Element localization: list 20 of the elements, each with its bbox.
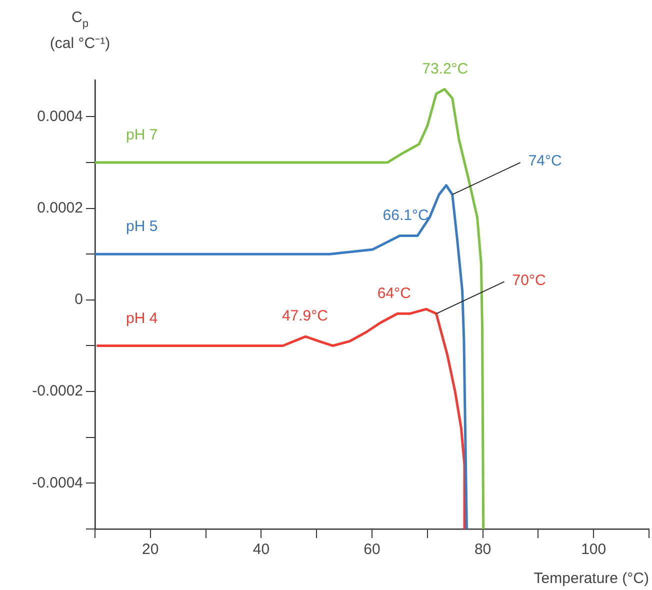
annotation: 64°C (377, 284, 412, 302)
x-tick-label: 80 (474, 541, 492, 558)
x-tick-label: 20 (142, 541, 159, 558)
annotation: 47.9°C (282, 308, 328, 325)
y-tick-label: 0.0002 (37, 199, 83, 216)
x-tick-label: 100 (581, 541, 606, 558)
annotation: 73.2°C (422, 60, 468, 78)
y-tick-label: -0.0004 (32, 474, 83, 492)
annotation: 70°C (512, 272, 546, 289)
y-tick-label: 0 (74, 291, 83, 308)
y-tick-label: 0.0004 (37, 108, 83, 125)
x-tick-label: 60 (364, 541, 380, 558)
series-label: pH 4 (126, 310, 158, 327)
x-axis-title: Temperature (°C) (534, 570, 649, 588)
x-tick-label: 40 (252, 541, 270, 558)
annotation: 66.1°C (382, 206, 429, 224)
series-label: pH 5 (126, 218, 158, 236)
annotation: 74°C (528, 152, 562, 170)
y-tick-label: -0.0002 (32, 382, 83, 400)
series-label: pH 7 (126, 126, 158, 144)
